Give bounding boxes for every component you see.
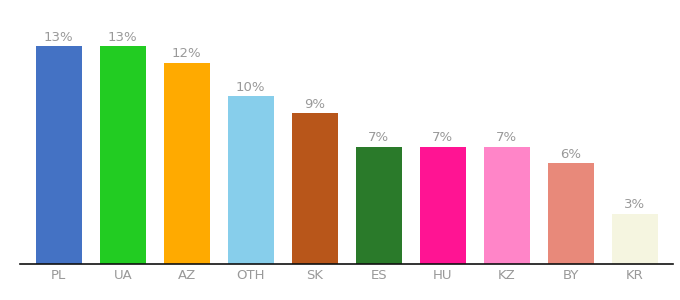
Text: 7%: 7% xyxy=(432,131,454,144)
Text: 7%: 7% xyxy=(496,131,517,144)
Bar xyxy=(164,63,210,264)
Text: 9%: 9% xyxy=(305,98,325,111)
Bar xyxy=(36,46,82,264)
Bar xyxy=(612,214,658,264)
Bar xyxy=(100,46,146,264)
Bar xyxy=(483,147,530,264)
Bar xyxy=(228,96,274,264)
Text: 3%: 3% xyxy=(624,198,645,211)
Bar xyxy=(356,147,402,264)
Text: 12%: 12% xyxy=(172,47,201,60)
Text: 7%: 7% xyxy=(369,131,390,144)
Text: 13%: 13% xyxy=(108,31,137,44)
Bar xyxy=(292,113,338,264)
Bar xyxy=(420,147,466,264)
Bar xyxy=(548,164,594,264)
Text: 13%: 13% xyxy=(44,31,73,44)
Text: 6%: 6% xyxy=(560,148,581,161)
Text: 10%: 10% xyxy=(236,81,266,94)
